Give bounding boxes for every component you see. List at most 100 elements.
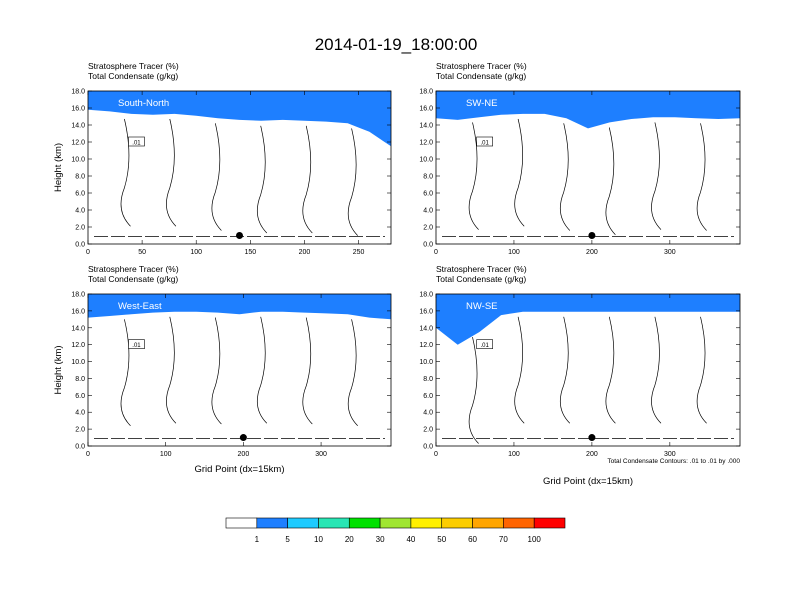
y-tick-label: 10.0: [71, 359, 85, 366]
y-tick-label: 8.0: [423, 376, 433, 383]
condensate-contour: [468, 316, 707, 444]
y-tick-label: 18.0: [71, 292, 85, 299]
colorbar-swatch: [441, 517, 473, 529]
colorbar-label: 60: [468, 535, 477, 544]
plot-frame: [435, 90, 741, 245]
colorbar-swatch: [379, 517, 412, 529]
contour-footnote: Total Condensate Contours: .01 to .01 by…: [607, 458, 740, 465]
tracer-band: [436, 294, 740, 345]
panel-title-line: Stratosphere Tracer (%): [436, 61, 527, 71]
x-tick-label: 150: [244, 249, 256, 256]
y-tick-label: 12.0: [71, 342, 85, 349]
x-tick-label: 0: [86, 249, 90, 256]
panels-group: .01 South-North 0.0 2.0 4.0 6.0 8.0 10.0 12.0 14.…: [53, 61, 741, 487]
y-axis-label: Height (km): [53, 345, 64, 394]
y-tick-label: 14.0: [71, 325, 85, 332]
y-tick-label: 14.0: [419, 325, 433, 332]
colorbar-swatch: [256, 517, 288, 529]
section-name: South-North: [118, 98, 169, 109]
y-tick-label: 0.0: [423, 242, 433, 249]
colorbar-swatch: [503, 517, 535, 529]
location-marker: [239, 434, 247, 442]
y-tick-label: 6.0: [75, 393, 85, 400]
x-tick-label: 0: [434, 249, 438, 256]
y-tick-label: 10.0: [419, 359, 433, 366]
section-name: NW-SE: [466, 301, 498, 312]
x-tick-label: 50: [138, 249, 146, 256]
y-tick-label: 0.0: [75, 444, 85, 451]
colorbar-label: 5: [285, 535, 290, 544]
location-marker: [236, 232, 243, 239]
y-tick-label: 18.0: [419, 89, 433, 96]
y-tick-label: 2.0: [75, 225, 85, 232]
colorbar-swatch: [225, 517, 258, 529]
colorbar-swatch: [472, 517, 504, 529]
x-axis-label: Grid Point (dx=15km): [194, 464, 284, 475]
y-tick-label: 0.0: [75, 242, 85, 249]
y-tick-label: 12.0: [419, 342, 433, 349]
colorbar-swatch: [348, 517, 381, 529]
plot-background: [88, 294, 391, 446]
colorbar-swatch: [287, 517, 319, 529]
figure-title: 2014-01-19_18:00:00: [315, 35, 478, 54]
y-tick-label: 18.0: [71, 89, 85, 96]
y-tick-label: 10.0: [419, 157, 433, 164]
y-tick-label: 16.0: [71, 106, 85, 113]
contour-label-box: [476, 339, 493, 349]
contour-label: .01: [480, 343, 489, 349]
colorbar-label: 70: [499, 535, 508, 544]
x-tick-label: 300: [664, 451, 676, 458]
x-tick-label: 200: [586, 451, 598, 458]
x-tick-label: 0: [434, 451, 438, 458]
y-tick-label: 8.0: [75, 376, 85, 383]
y-tick-label: 2.0: [75, 427, 85, 434]
x-tick-label: 200: [586, 249, 598, 256]
y-tick-label: 6.0: [75, 191, 85, 198]
colorbar-label: 20: [345, 535, 354, 544]
colorbar-label: 30: [376, 535, 385, 544]
y-tick-label: 0.0: [423, 444, 433, 451]
x-tick-label: 100: [190, 249, 202, 256]
contour-label-box: [476, 136, 493, 147]
y-tick-label: 12.0: [71, 140, 85, 147]
panel-title-line: Total Condensate (g/kg): [436, 274, 526, 284]
y-tick-label: 8.0: [423, 174, 433, 181]
plot-area: .01 West-East: [88, 294, 391, 446]
colorbar-label: 50: [437, 535, 446, 544]
condensate-contour: [468, 118, 707, 235]
x-tick-label: 300: [315, 451, 327, 458]
location-marker: [588, 232, 596, 239]
y-tick-label: 4.0: [75, 208, 85, 215]
contour-label: .01: [132, 343, 141, 349]
colorbar-label: 1: [255, 535, 260, 544]
contour-label-box: [128, 339, 145, 349]
panel-title-line: Stratosphere Tracer (%): [436, 264, 527, 274]
x-tick-label: 250: [353, 249, 365, 256]
panel-nw-se: .01 NW-SE 0.0 2.0 4.0 6.0 8.0 10.0 12.0 14.0 16.0 1…: [419, 264, 741, 487]
tracer-band: [88, 91, 391, 147]
x-tick-label: 0: [86, 451, 90, 458]
contour-label-box: [128, 136, 145, 147]
tracer-band: [436, 91, 740, 129]
y-tick-label: 16.0: [71, 308, 85, 315]
x-tick-label: 100: [508, 249, 520, 256]
y-tick-label: 16.0: [419, 308, 433, 315]
contour-label: .01: [132, 141, 141, 147]
panel-west-east: .01 West-East 0.0 2.0 4.0 6.0 8.0 10.0 12.0 14.0 1…: [53, 264, 392, 475]
panel-sw-ne: .01 SW-NE 0.0 2.0 4.0 6.0 8.0 10.0 12.0 14.0 16.0 1…: [419, 61, 741, 256]
y-tick-label: 12.0: [419, 140, 433, 147]
plot-frame: [87, 90, 392, 245]
panel-title-line: Total Condensate (g/kg): [88, 71, 178, 81]
plot-area: .01 South-North: [88, 91, 391, 244]
panel-title-line: Stratosphere Tracer (%): [88, 61, 179, 71]
colorbar-label: 40: [406, 535, 415, 544]
y-tick-label: 18.0: [419, 292, 433, 299]
colorbar: 1 5 10 20 30 40 50 60 70 100: [225, 517, 566, 544]
colorbar-swatch: [533, 517, 566, 529]
y-tick-label: 2.0: [423, 225, 433, 232]
y-tick-label: 16.0: [419, 106, 433, 113]
condensate-contour: [120, 316, 358, 426]
location-marker: [588, 434, 596, 442]
panel-title-line: Stratosphere Tracer (%): [88, 264, 179, 274]
